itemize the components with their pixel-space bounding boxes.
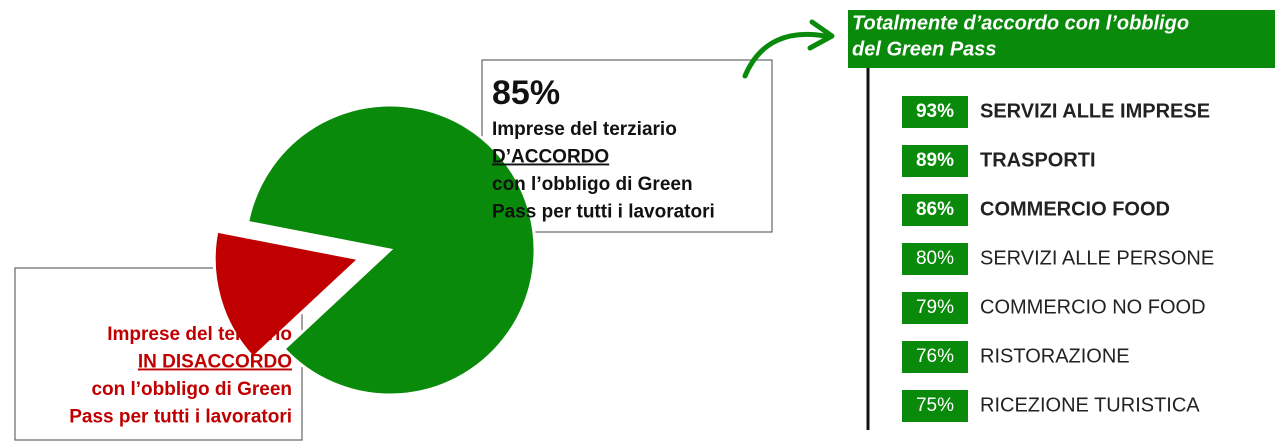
arrow	[742, 31, 828, 79]
sector-label: SERVIZI ALLE IMPRESE	[980, 100, 1210, 122]
description-line: Imprese del terziario	[107, 324, 292, 345]
sector-label: RISTORAZIONE	[980, 345, 1130, 367]
percent-label: 79%	[916, 297, 954, 318]
pie-slice	[212, 229, 363, 360]
percent-box	[902, 390, 968, 422]
percent-label: 93%	[916, 101, 954, 122]
percent-label: 75%	[916, 395, 954, 416]
sector-label: SERVIZI ALLE PERSONE	[980, 247, 1214, 269]
percent-box	[902, 145, 968, 177]
percent-label: 15%	[224, 279, 292, 317]
percent-label: 80%	[916, 248, 954, 269]
percent-box	[902, 243, 968, 275]
agree-box	[481, 59, 773, 233]
sector-label: COMMERCIO NO FOOD	[980, 296, 1206, 318]
description-line: con l’obbligo di Green	[492, 174, 693, 195]
description-line: Pass per tutti i lavoratori	[492, 202, 715, 223]
arrow-head	[807, 19, 835, 51]
description-line: Imprese del terziario	[492, 119, 677, 140]
percent-box	[902, 292, 968, 324]
percent-box	[902, 96, 968, 128]
percent-label: 85%	[492, 74, 560, 112]
sector-label: RICEZIONE TURISTICA	[980, 394, 1200, 416]
percent-label: 89%	[916, 150, 954, 171]
description-line: con l’obbligo di Green	[91, 379, 292, 400]
description-line: IN DISACCORDO	[138, 352, 292, 373]
percent-label: 76%	[916, 346, 954, 367]
percent-label: 86%	[916, 199, 954, 220]
percent-box	[902, 194, 968, 226]
percent-box	[902, 341, 968, 373]
description-line: Pass per tutti i lavoratori	[69, 407, 292, 428]
description-line: D’ACCORDO	[492, 147, 609, 168]
sector-label: COMMERCIO FOOD	[980, 198, 1170, 220]
list-header	[848, 10, 1275, 68]
sector-label: TRASPORTI	[980, 149, 1096, 171]
list-title: del Green Pass	[852, 38, 997, 60]
list-title: Totalmente d’accordo con l’obbligo	[852, 12, 1189, 34]
pie-slice	[245, 103, 537, 397]
